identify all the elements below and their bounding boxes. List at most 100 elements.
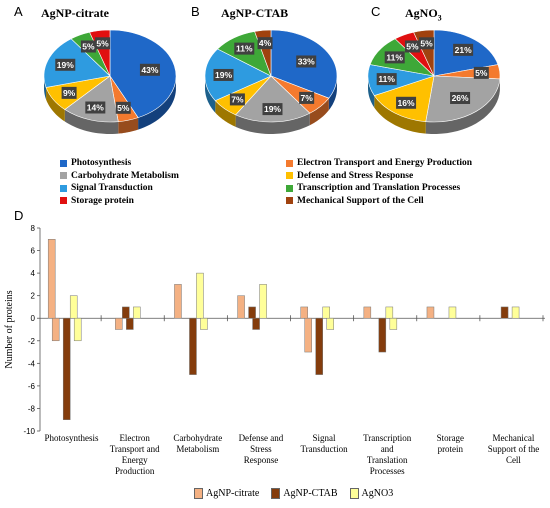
legend-item-storage-protein: Storage protein <box>60 196 134 206</box>
panel-label-d: D <box>14 208 24 223</box>
bar-agnp-ctab-photosynthesis-down <box>62 317 71 420</box>
x-category-label-electron-transport-and-energy-production: Electron Transport and Energy Production <box>109 433 160 476</box>
pie-label-storage-protein: 5% <box>96 38 109 48</box>
pie-label-box <box>384 51 405 64</box>
pie-label-defense-and-stress-response: 9% <box>63 88 76 98</box>
bar-agnp-ctab-defense-and-stress-response-up <box>248 306 256 319</box>
legend-swatch <box>60 197 67 204</box>
legend-item-defense-and-stress-response: Defense and Stress Response <box>286 171 413 181</box>
bar-agnp-ctab-electron-transport-and-energy-production-up <box>122 306 130 319</box>
bar-agno3-carbohydrate-metabolism-up <box>196 272 204 319</box>
legend-label: Carbohydrate Metabolism <box>71 170 179 181</box>
pie-label-box <box>213 68 234 81</box>
y-tick-label: -8 <box>28 404 36 413</box>
pie-label-storage-protein: 5% <box>406 41 419 51</box>
legend-label: Photosynthesis <box>71 158 132 168</box>
pie-label-defense-and-stress-response: 7% <box>231 94 244 104</box>
legend-label: Mechanical Support of the Cell <box>297 195 424 206</box>
bar-agno3-transcription-and-translation-processes-up <box>385 306 394 319</box>
pie-side-carbohydrate-metabolism <box>64 109 119 134</box>
y-tick-label: -10 <box>23 427 35 436</box>
pie-side-defense-and-stress-response <box>215 100 236 127</box>
pie-label-transcription-and-translation-processes: 11% <box>386 52 403 62</box>
pie-label-box <box>262 103 283 116</box>
bar-agno3-photosynthesis-up <box>69 295 78 319</box>
pie-slice-signal-transduction <box>43 38 111 88</box>
pie-label-electron-transport-and-energy-production: 5% <box>475 68 488 78</box>
pie-label-defense-and-stress-response: 16% <box>398 98 415 108</box>
pie-label-box <box>234 42 255 55</box>
bar-agnp-ctab-carbohydrate-metabolism-down <box>189 317 197 375</box>
pie-label-box <box>95 37 111 50</box>
pie-label-carbohydrate-metabolism: 19% <box>264 104 281 114</box>
series-swatch <box>349 488 359 499</box>
bar-agnp-ctab-mechanical-support-of-the-cell-up <box>500 306 509 319</box>
series-label: AgNP-CTAB <box>283 488 338 499</box>
bar-agno3-transcription-and-translation-processes-down <box>389 317 398 330</box>
legend-item-transcription-and-translation-processes: Transcription and Translation Processes <box>286 183 460 193</box>
legend-swatch <box>60 172 67 179</box>
pie-label-box <box>473 66 489 79</box>
pie-label-signal-transduction: 19% <box>57 60 74 70</box>
legend-label: Signal Transduction <box>71 183 153 193</box>
bar-agnp-citrate-transcription-and-translation-processes-up <box>363 306 372 319</box>
pie-side-electron-transport-and-energy-production <box>118 117 139 134</box>
legend-label: Transcription and Translation Processes <box>297 183 461 193</box>
bar-agno3-storage-protein-up <box>448 306 457 319</box>
bar-agno3-electron-transport-and-energy-production-up <box>133 306 141 319</box>
series-label: AgNO3 <box>361 488 394 499</box>
pie-slice-signal-transduction <box>204 48 272 102</box>
bar-agnp-citrate-carbohydrate-metabolism-up <box>174 284 182 319</box>
legend-label: Electron Transport and Energy Production <box>297 158 473 168</box>
pie-label-box <box>450 91 471 104</box>
x-category-label-mechanical-support-of-the-cell: Mechanical Support of the Cell <box>487 433 540 465</box>
series-swatch <box>194 488 203 499</box>
pie-label-photosynthesis: 21% <box>455 45 472 55</box>
bar-agnp-citrate-storage-protein-up <box>426 306 435 319</box>
y-axis-label: Number of proteins <box>4 290 15 368</box>
bar-agnp-ctab-defense-and-stress-response-down <box>252 317 260 330</box>
bar-chart-protein-changes: 8 6 4 2 0 -2 -4 -6 -8 -10 Number of proteins <box>4 224 545 436</box>
series-legend: AgNP-citrate AgNP-CTAB AgNO3 <box>194 488 405 499</box>
pie-chart-agnp-ctab: 33% 7% 19% 7% 19% 11% 4% <box>204 29 338 134</box>
pie-side-signal-transduction <box>368 76 375 108</box>
bar-agnp-ctab-signal-transduction-down <box>315 317 323 375</box>
pie-label-box <box>419 37 435 50</box>
pie-label-electron-transport-and-energy-production: 5% <box>117 103 130 113</box>
y-tick-label: 6 <box>31 247 36 256</box>
y-tick-label: -6 <box>28 382 36 391</box>
category-legend: Photosynthesis Electron Transport and Ene… <box>60 158 530 210</box>
bar-agno3-carbohydrate-metabolism-down <box>200 317 208 330</box>
pie-label-box <box>55 58 76 71</box>
pie-label-transcription-and-translation-processes: 5% <box>82 41 95 51</box>
pie-side-carbohydrate-metabolism <box>425 78 500 134</box>
panel-label-c: C <box>371 4 381 19</box>
pie-label-carbohydrate-metabolism: 14% <box>87 103 104 113</box>
pie-label-box <box>80 40 96 53</box>
bar-agnp-ctab-transcription-and-translation-processes-down <box>378 317 387 353</box>
legend-swatch <box>60 184 67 192</box>
pie-label-carbohydrate-metabolism: 26% <box>452 93 469 103</box>
panel-label-b: B <box>191 4 200 19</box>
legend-label: Defense and Stress Response <box>297 170 414 181</box>
pie-label-mechanical-support-of-the-cell: 4% <box>259 38 272 48</box>
legend-swatch <box>286 184 293 192</box>
pie-label-signal-transduction: 19% <box>215 70 232 80</box>
pie-label-photosynthesis: 43% <box>141 65 158 75</box>
panel-label-a: A <box>14 4 23 19</box>
pie-label-mechanical-support-of-the-cell: 5% <box>420 38 433 48</box>
bar-agnp-citrate-photosynthesis-down <box>51 317 60 342</box>
bar-agno3-signal-transduction-up <box>322 306 330 319</box>
pie-title-ctab: AgNP-CTAB <box>221 6 289 20</box>
pie-label-box <box>376 73 397 86</box>
y-tick-label: 0 <box>31 314 36 323</box>
legend-swatch <box>60 159 67 167</box>
bar-agnp-citrate-electron-transport-and-energy-production-down <box>115 317 123 330</box>
pie-label-box <box>299 91 315 104</box>
y-tick-label: -2 <box>28 337 36 346</box>
legend-swatch <box>286 172 293 179</box>
pie-label-transcription-and-translation-processes: 11% <box>236 44 253 54</box>
legend-label: Storage protein <box>71 195 134 206</box>
pie-label-box <box>257 37 273 50</box>
bar-agnp-citrate-defense-and-stress-response-up <box>237 295 245 319</box>
